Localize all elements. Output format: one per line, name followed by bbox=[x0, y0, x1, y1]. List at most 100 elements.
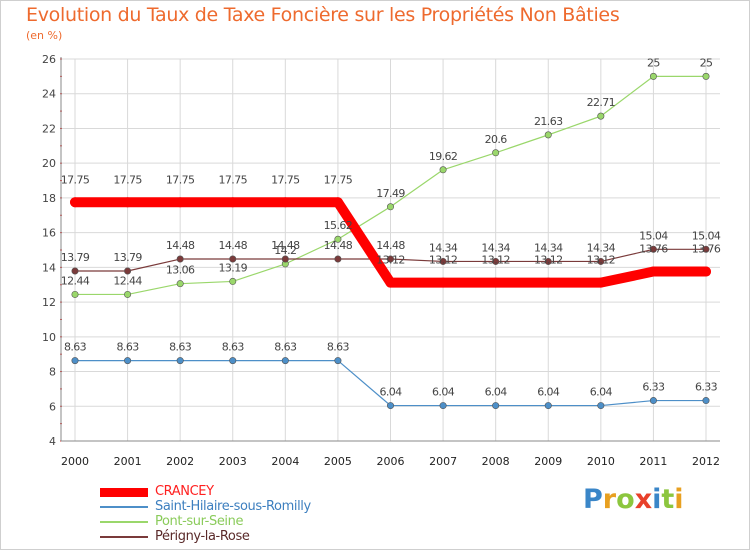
legend-label: Saint-Hilaire-sous-Romilly bbox=[155, 499, 311, 514]
data-label: 13.06 bbox=[166, 264, 195, 277]
legend-swatch bbox=[100, 506, 148, 508]
data-point bbox=[439, 257, 447, 265]
data-point bbox=[597, 402, 605, 410]
x-tick-label: 2011 bbox=[639, 455, 667, 468]
data-label: 17.75 bbox=[61, 173, 90, 186]
x-tick-label: 2009 bbox=[534, 455, 562, 468]
data-label: 19.62 bbox=[429, 150, 458, 163]
data-label: 17.49 bbox=[376, 187, 405, 200]
data-label: 13.12 bbox=[587, 254, 616, 267]
data-point bbox=[281, 357, 289, 365]
data-point bbox=[386, 402, 394, 410]
legend-swatch bbox=[100, 521, 148, 523]
data-label: 17.75 bbox=[324, 173, 353, 186]
proxiti-logo: Proxiti bbox=[583, 484, 684, 515]
x-tick-label: 2002 bbox=[166, 455, 194, 468]
data-point bbox=[71, 357, 79, 365]
data-label: 14.48 bbox=[219, 239, 248, 252]
x-tick-label: 2007 bbox=[429, 455, 457, 468]
data-point bbox=[281, 255, 289, 263]
data-label: 14.48 bbox=[271, 239, 300, 252]
data-point bbox=[385, 277, 396, 288]
data-point bbox=[334, 357, 342, 365]
x-tick-label: 2006 bbox=[377, 455, 405, 468]
x-tick-label: 2000 bbox=[61, 455, 89, 468]
data-point bbox=[176, 255, 184, 263]
data-point bbox=[176, 357, 184, 365]
data-label: 17.75 bbox=[166, 173, 195, 186]
y-tick-label: 8 bbox=[49, 366, 56, 379]
data-point bbox=[229, 277, 237, 285]
data-label: 8.63 bbox=[64, 341, 87, 354]
data-label: 13.12 bbox=[429, 254, 458, 267]
logo-letter: t bbox=[661, 484, 675, 515]
data-label: 17.75 bbox=[271, 173, 300, 186]
y-tick-label: 20 bbox=[42, 157, 56, 170]
data-point bbox=[227, 197, 238, 208]
data-label: 13.79 bbox=[61, 251, 90, 264]
data-label: 15.04 bbox=[639, 229, 668, 242]
data-label: 13.76 bbox=[639, 243, 668, 256]
data-label: 8.63 bbox=[222, 341, 245, 354]
data-label: 13.19 bbox=[219, 261, 248, 274]
logo-letter: o bbox=[616, 484, 635, 515]
y-tick-label: 10 bbox=[42, 331, 56, 344]
data-point bbox=[124, 357, 132, 365]
data-point bbox=[543, 277, 554, 288]
data-point bbox=[124, 267, 132, 275]
data-label: 13.12 bbox=[376, 254, 405, 267]
data-label: 6.04 bbox=[485, 386, 508, 399]
data-point bbox=[544, 131, 552, 139]
data-point bbox=[702, 245, 710, 253]
data-label: 14.34 bbox=[587, 241, 616, 254]
data-label: 14.34 bbox=[481, 241, 510, 254]
legend-label: Périgny-la-Rose bbox=[155, 529, 250, 544]
y-axis-unit: (en %) bbox=[26, 29, 63, 42]
y-tick-label: 16 bbox=[42, 227, 56, 240]
logo-letter: i bbox=[652, 484, 662, 515]
data-label: 8.63 bbox=[169, 341, 192, 354]
data-label: 8.63 bbox=[327, 341, 350, 354]
chart-title: Evolution du Taux de Taxe Foncière sur l… bbox=[26, 4, 620, 26]
data-point bbox=[175, 197, 186, 208]
data-point bbox=[595, 277, 606, 288]
x-tick-label: 2003 bbox=[219, 455, 247, 468]
x-tick-label: 2001 bbox=[114, 455, 142, 468]
data-label: 8.63 bbox=[274, 341, 297, 354]
data-label: 14.48 bbox=[166, 239, 195, 252]
data-label: 25 bbox=[647, 56, 660, 69]
data-point bbox=[122, 197, 133, 208]
data-point bbox=[71, 290, 79, 298]
data-point bbox=[332, 197, 343, 208]
data-label: 6.04 bbox=[379, 386, 402, 399]
data-point bbox=[649, 72, 657, 80]
data-point bbox=[386, 203, 394, 211]
data-point bbox=[71, 267, 79, 275]
data-point bbox=[490, 277, 501, 288]
data-point bbox=[702, 397, 710, 405]
x-tick-label: 2004 bbox=[271, 455, 299, 468]
y-tick-label: 12 bbox=[42, 296, 56, 309]
y-tick-label: 22 bbox=[42, 122, 56, 135]
data-point bbox=[701, 266, 711, 277]
logo-letter: P bbox=[583, 484, 603, 515]
y-tick-label: 14 bbox=[42, 261, 56, 274]
data-label: 13.79 bbox=[113, 251, 142, 264]
data-point bbox=[649, 245, 657, 253]
x-tick-label: 2012 bbox=[692, 455, 720, 468]
y-tick-label: 4 bbox=[49, 435, 56, 448]
data-point bbox=[492, 257, 500, 265]
data-label: 14.48 bbox=[324, 239, 353, 252]
data-point bbox=[649, 397, 657, 405]
data-point bbox=[229, 357, 237, 365]
data-label: 13.12 bbox=[534, 254, 563, 267]
logo-letter: i bbox=[674, 484, 684, 515]
data-label: 6.04 bbox=[537, 386, 560, 399]
data-label: 8.63 bbox=[117, 341, 140, 354]
data-label: 14.2 bbox=[274, 244, 296, 257]
logo-letter: x bbox=[634, 484, 653, 515]
data-label: 13.12 bbox=[481, 254, 510, 267]
data-label: 21.63 bbox=[534, 115, 563, 128]
data-point bbox=[438, 277, 449, 288]
